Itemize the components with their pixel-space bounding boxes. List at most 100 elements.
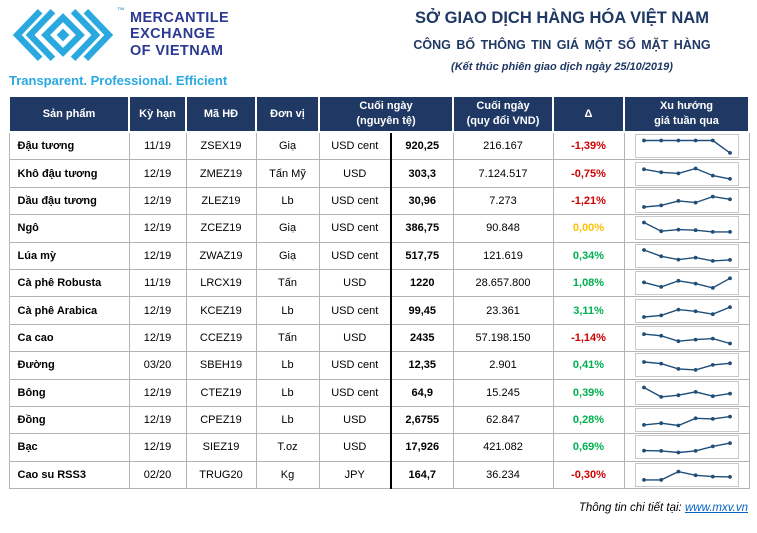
cell-delta: 0,39% xyxy=(552,378,625,407)
cell-code: ZWAZ19 xyxy=(185,241,257,270)
cell-currency: USD cent xyxy=(318,131,392,161)
cell-vnd: 121.619 xyxy=(452,241,554,270)
cell-price: 1220 xyxy=(390,268,454,298)
cell-term: 11/19 xyxy=(128,131,187,161)
cell-trend xyxy=(623,241,750,270)
cell-currency: USD cent xyxy=(318,186,392,216)
cell-term: 12/19 xyxy=(128,214,187,243)
cell-unit: Giạ xyxy=(255,241,320,270)
cell-delta: 0,28% xyxy=(552,405,625,435)
cell-price: 920,25 xyxy=(390,131,454,161)
mxv-logo-icon: ™ xyxy=(9,6,125,64)
cell-term: 02/20 xyxy=(128,460,187,490)
cell-unit: Lb xyxy=(255,378,320,407)
cell-trend xyxy=(623,159,750,188)
cell-term: 12/19 xyxy=(128,186,187,216)
cell-vnd: 28.657.800 xyxy=(452,268,554,298)
page-title: SỞ GIAO DỊCH HÀNG HÓA VIỆT NAM xyxy=(415,9,709,27)
table-row: Cao su RSS3 02/20 TRUG20 Kg JPY 164,7 36.234 -0… xyxy=(8,460,750,490)
cell-price: 30,96 xyxy=(390,186,454,216)
cell-term: 12/19 xyxy=(128,433,187,462)
col-header-unit: Đơn vị xyxy=(255,95,320,133)
cell-product: Đậu tương xyxy=(8,131,130,161)
sparkline-chart xyxy=(634,243,739,268)
cell-delta: 3,11% xyxy=(552,296,625,325)
cell-vnd: 7.273 xyxy=(452,186,554,216)
cell-currency: USD xyxy=(318,268,392,298)
cell-product: Bông xyxy=(8,378,130,407)
cell-code: CPEZ19 xyxy=(185,405,257,435)
cell-price: 2,6755 xyxy=(390,405,454,435)
cell-code: KCEZ19 xyxy=(185,296,257,325)
cell-currency: USD xyxy=(318,433,392,462)
cell-code: SBEH19 xyxy=(185,351,257,380)
cell-trend xyxy=(623,460,750,490)
table-row: Ngô 12/19 ZCEZ19 Giạ USD cent 386,75 90.848 0,0… xyxy=(8,214,750,243)
cell-term: 11/19 xyxy=(128,268,187,298)
page-subtitle: CÔNG BỐ THÔNG TIN GIÁ MỘT SỐ MẶT HÀNG xyxy=(413,38,711,52)
trademark-symbol: ™ xyxy=(117,6,125,15)
cell-code: CCEZ19 xyxy=(185,323,257,353)
cell-trend xyxy=(623,131,750,161)
cell-price: 2435 xyxy=(390,323,454,353)
cell-price: 64,9 xyxy=(390,378,454,407)
cell-trend xyxy=(623,433,750,462)
table-row: Khô đậu tương 12/19 ZMEZ19 Tấn Mỹ USD 303,3 7.… xyxy=(8,159,750,188)
table-row: Dầu đậu tương 12/19 ZLEZ19 Lb USD cent 30,96 7… xyxy=(8,186,750,216)
cell-term: 12/19 xyxy=(128,323,187,353)
cell-product: Đồng xyxy=(8,405,130,435)
table-body: Đậu tương 11/19 ZSEX19 Giạ USD cent 920,25 216… xyxy=(8,131,750,490)
cell-product: Lúa mỳ xyxy=(8,241,130,270)
session-date-note: (Kết thúc phiên giao dịch ngày 25/10/201… xyxy=(451,61,673,73)
col-header-close-native: Cuối ngày (nguyên tệ) xyxy=(318,95,454,133)
sparkline-chart xyxy=(634,462,739,487)
cell-product: Ngô xyxy=(8,214,130,243)
cell-currency: USD xyxy=(318,159,392,188)
brand-name-line: MERCANTILE xyxy=(130,10,230,26)
cell-trend xyxy=(623,405,750,435)
col-header-term: Kỳ hạn xyxy=(128,95,187,133)
cell-unit: Lb xyxy=(255,405,320,435)
cell-code: LRCX19 xyxy=(185,268,257,298)
col-header-trend: Xu hướng giá tuần qua xyxy=(623,95,750,133)
col-header-product: Sản phẩm xyxy=(8,95,130,133)
cell-vnd: 36.234 xyxy=(452,460,554,490)
cell-delta: -1,21% xyxy=(552,186,625,216)
cell-unit: Kg xyxy=(255,460,320,490)
cell-term: 12/19 xyxy=(128,378,187,407)
cell-vnd: 57.198.150 xyxy=(452,323,554,353)
cell-trend xyxy=(623,351,750,380)
cell-trend xyxy=(623,268,750,298)
cell-code: ZCEZ19 xyxy=(185,214,257,243)
brand-name-line: OF VIETNAM xyxy=(130,42,224,59)
sparkline-chart xyxy=(634,380,739,405)
cell-product: Cao su RSS3 xyxy=(8,460,130,490)
cell-delta: -1,39% xyxy=(552,131,625,161)
cell-currency: USD cent xyxy=(318,351,392,380)
cell-product: Đường xyxy=(8,351,130,380)
cell-currency: USD xyxy=(318,323,392,353)
sparkline-chart xyxy=(634,216,739,241)
cell-unit: Giạ xyxy=(255,131,320,161)
page-footer: Thông tin chi tiết tại: www.mxv.vn xyxy=(0,489,757,514)
cell-product: Dầu đậu tương xyxy=(8,186,130,216)
table-row: Ca cao 12/19 CCEZ19 Tấn USD 2435 57.198.150 -1,… xyxy=(8,323,750,353)
table-row: Lúa mỳ 12/19 ZWAZ19 Giạ USD cent 517,75 121.61… xyxy=(8,241,750,270)
cell-currency: USD cent xyxy=(318,296,392,325)
sparkline-chart xyxy=(634,134,739,159)
sparkline-chart xyxy=(634,188,739,213)
brand-block: ™ MERCANTILE EXCHANGE OF VIETNAM Transpa… xyxy=(9,6,339,88)
sparkline-chart xyxy=(634,353,739,378)
footer-label: Thông tin chi tiết tại: xyxy=(578,502,685,515)
cell-term: 12/19 xyxy=(128,296,187,325)
cell-price: 303,3 xyxy=(390,159,454,188)
cell-product: Cà phê Arabica xyxy=(8,296,130,325)
cell-trend xyxy=(623,186,750,216)
mxv-website-link[interactable]: www.mxv.vn xyxy=(684,502,748,515)
cell-product: Khô đậu tương xyxy=(8,159,130,188)
cell-trend xyxy=(623,214,750,243)
table-header-row: Sản phẩm Kỳ hạn Mã HĐ Đơn vị Cuối ngày (… xyxy=(8,95,750,133)
cell-term: 12/19 xyxy=(128,241,187,270)
table-row: Đậu tương 11/19 ZSEX19 Giạ USD cent 920,25 216… xyxy=(8,131,750,161)
cell-term: 12/19 xyxy=(128,405,187,435)
